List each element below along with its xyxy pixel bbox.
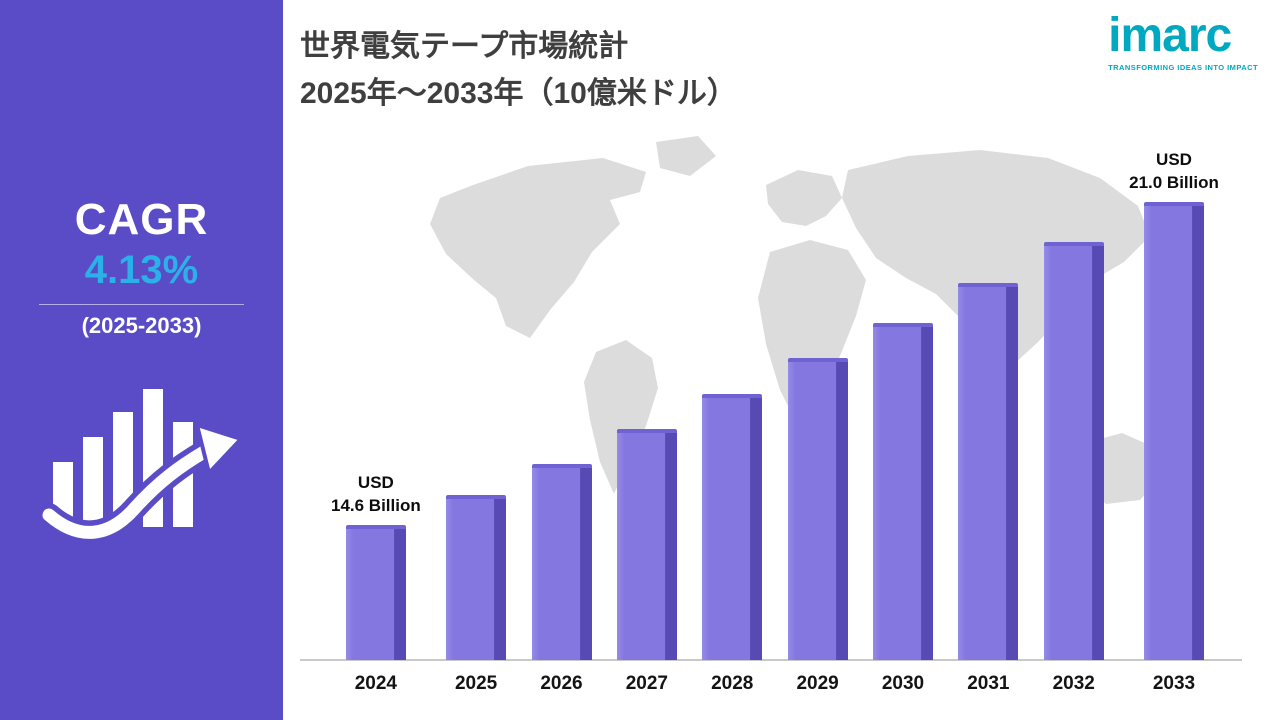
x-axis-label-2033: 2033: [1152, 673, 1196, 694]
x-axis-label-2032: 2032: [1052, 673, 1095, 694]
x-axis-label-2028: 2028: [711, 673, 754, 694]
x-axis-label-2029: 2029: [796, 673, 839, 694]
bar-2025: [446, 495, 507, 660]
world-map: [430, 136, 1162, 504]
main-panel: 世界電気テープ市場統計 2025年～2033年（10億米ドル） imarc TR…: [283, 0, 1280, 720]
cagr-label: CAGR: [74, 195, 209, 244]
bar-group-2028: 2028: [702, 394, 763, 696]
bar-group-2030: 2030: [873, 323, 933, 696]
cagr-period: (2025-2033): [81, 313, 202, 338]
x-axis-label-2031: 2031: [967, 673, 1010, 694]
x-axis-line: [300, 659, 1242, 661]
title-line1: 世界電気テープ市場統計: [300, 30, 629, 63]
logo-tagline: TRANSFORMING IDEAS INTO IMPACT: [1108, 63, 1258, 72]
bar-group-2032: 2032: [1043, 242, 1104, 696]
x-axis-label-2027: 2027: [625, 673, 669, 694]
bar-2029: [787, 358, 848, 660]
bar-2033: [1144, 202, 1204, 660]
bar-group-2033: USD 21.0 Billion 2033: [1129, 149, 1219, 696]
bar-2030: [873, 323, 933, 660]
bar-value-label: USD 14.6 Billion: [331, 473, 421, 516]
bar-2024: [345, 525, 406, 660]
logo-wordmark: imarc: [1108, 9, 1232, 62]
bar-group-2029: 2029: [787, 358, 848, 696]
divider: [39, 304, 244, 305]
x-axis-label-2030: 2030: [881, 673, 925, 694]
bar-group-2031: 2031: [958, 283, 1019, 696]
x-axis-label-2024: 2024: [354, 673, 398, 694]
bar-group-2027: 2027: [616, 429, 677, 696]
bar-2026: [531, 464, 592, 660]
bar-group-2026: 2026: [531, 464, 592, 696]
title-line2: 2025年～2033年（10億米ドル）: [300, 76, 737, 110]
bar-group-2025: 2025: [446, 495, 507, 696]
bar-2032: [1043, 242, 1104, 660]
bar-2027: [616, 429, 677, 660]
x-axis-label-2026: 2026: [540, 673, 583, 694]
growth-chart-icon: [39, 389, 244, 542]
bar-group-2024: USD 14.6 Billion 2024: [331, 472, 421, 696]
sidebar: CAGR 4.13% (2025-2033): [0, 0, 283, 720]
chart-title: 世界電気テープ市場統計 2025年～2033年（10億米ドル）: [300, 24, 737, 117]
x-axis-label-2025: 2025: [454, 673, 498, 694]
bar-chart: USD 14.6 Billion 2024 2025 2026 2027 2028 2029 2…: [331, 100, 1219, 696]
imarc-logo: imarc TRANSFORMING IDEAS INTO IMPACT: [1108, 9, 1258, 73]
bar-2031: [958, 283, 1019, 660]
cagr-value: 4.13%: [84, 248, 199, 292]
bar-value-label: USD 21.0 Billion: [1129, 150, 1219, 193]
bar-2028: [702, 394, 763, 660]
